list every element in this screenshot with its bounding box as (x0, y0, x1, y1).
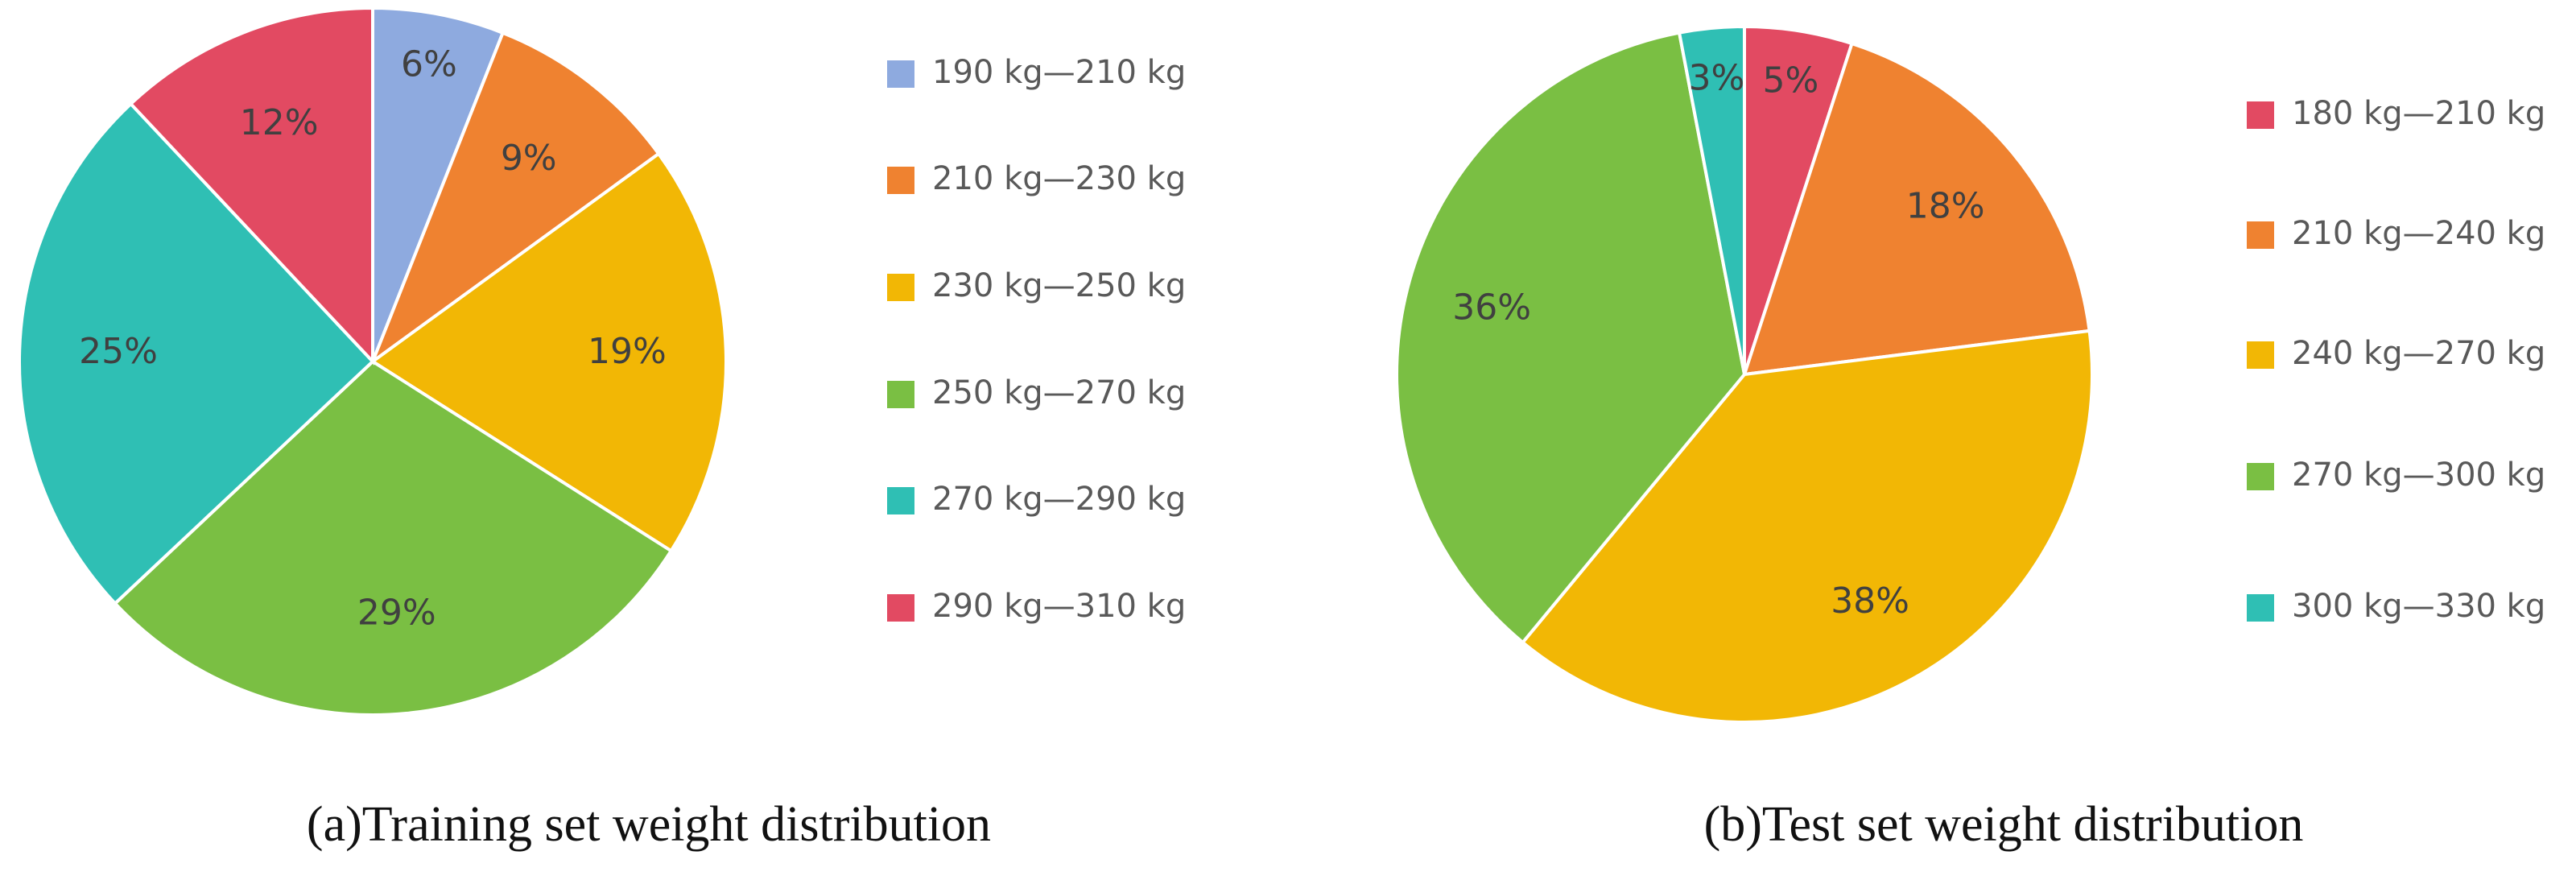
legend-swatch (2247, 221, 2274, 249)
legend-swatch (2247, 101, 2274, 129)
legend-label: 270 kg—290 kg (932, 481, 1186, 518)
data-label: 25% (79, 331, 158, 372)
data-label: 6% (401, 43, 457, 85)
pie-slice (371, 6, 506, 362)
pie-slice (369, 151, 728, 553)
data-label: 9% (501, 138, 557, 179)
legend-swatch (2247, 463, 2274, 490)
pie-slice (1742, 41, 2091, 377)
legend-swatch (887, 594, 914, 622)
data-label: 12% (240, 102, 319, 143)
legend-label: 210 kg—240 kg (2292, 215, 2545, 252)
chart-title: (a)Training set weight distribution (307, 797, 991, 852)
legend-swatch (887, 487, 914, 514)
pie-slice (1395, 31, 1747, 645)
legend-swatch (2247, 594, 2274, 622)
pie-slice (113, 359, 674, 717)
legend-label: 240 kg—270 kg (2292, 335, 2545, 372)
legend-label: 290 kg—310 kg (932, 588, 1186, 625)
data-label: 29% (357, 593, 436, 634)
legend-label: 210 kg—230 kg (932, 160, 1186, 197)
legend-label: 250 kg—270 kg (932, 374, 1186, 411)
legend-label: 190 kg—210 kg (932, 54, 1186, 91)
pie-slice (1677, 24, 1746, 375)
chart-title: (b)Test set weight distribution (1704, 797, 2304, 852)
legend-label: 270 kg—300 kg (2292, 457, 2545, 494)
legend-swatch (887, 381, 914, 408)
pie-slice (128, 6, 374, 366)
legend-label: 230 kg—250 kg (932, 267, 1186, 304)
pie-slice (369, 31, 661, 366)
legend-label: 180 kg—210 kg (2292, 95, 2545, 132)
pie-slice (18, 101, 375, 606)
legend-swatch (887, 167, 914, 194)
data-label: 36% (1452, 287, 1531, 328)
data-label: 38% (1831, 581, 1909, 622)
data-label: 19% (588, 331, 667, 372)
legend-label: 300 kg—330 kg (2292, 588, 2545, 625)
legend-swatch (887, 274, 914, 301)
data-label: 5% (1763, 60, 1819, 101)
legend-swatch (887, 60, 914, 88)
data-label: 3% (1689, 57, 1745, 98)
legend-swatch (2247, 341, 2274, 369)
pie-slice (1520, 328, 2094, 724)
data-label: 18% (1906, 185, 1985, 226)
